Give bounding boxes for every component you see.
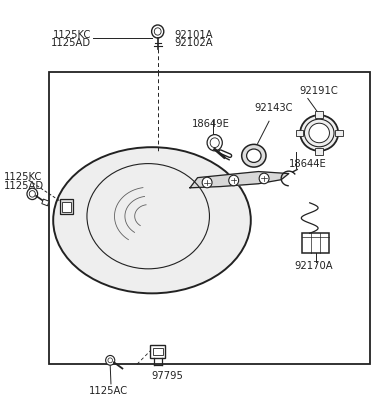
- Text: 92170A: 92170A: [294, 260, 333, 270]
- Bar: [42, 200, 49, 206]
- Text: 1125KC: 1125KC: [53, 30, 91, 39]
- Bar: [49, 73, 370, 364]
- Text: 1125AD: 1125AD: [51, 38, 91, 48]
- Circle shape: [207, 135, 222, 151]
- Text: 1125AD: 1125AD: [4, 180, 44, 190]
- Ellipse shape: [309, 124, 329, 143]
- Bar: [315, 149, 323, 156]
- Bar: [150, 345, 165, 358]
- Bar: [296, 130, 303, 137]
- Text: 92143C: 92143C: [254, 102, 293, 112]
- Ellipse shape: [242, 145, 266, 168]
- Text: 92101A: 92101A: [175, 30, 214, 39]
- Text: 92102A: 92102A: [175, 38, 214, 48]
- Bar: [302, 234, 329, 253]
- Circle shape: [229, 176, 239, 186]
- Text: 1125AC: 1125AC: [89, 385, 128, 394]
- Text: 97795: 97795: [151, 370, 183, 379]
- Ellipse shape: [247, 149, 261, 163]
- Bar: [335, 130, 343, 137]
- Text: 18649E: 18649E: [192, 119, 230, 128]
- Bar: [153, 348, 163, 356]
- Circle shape: [152, 26, 164, 39]
- Text: 1125KC: 1125KC: [4, 171, 42, 181]
- Polygon shape: [190, 172, 289, 188]
- Circle shape: [259, 174, 269, 184]
- Ellipse shape: [53, 148, 251, 294]
- Ellipse shape: [300, 116, 338, 151]
- Bar: [62, 202, 71, 212]
- Bar: [60, 199, 73, 215]
- Bar: [315, 112, 323, 118]
- Text: 92191C: 92191C: [300, 86, 339, 96]
- Circle shape: [202, 178, 212, 188]
- Circle shape: [27, 189, 38, 200]
- Text: 18644E: 18644E: [289, 159, 326, 169]
- Circle shape: [106, 356, 115, 365]
